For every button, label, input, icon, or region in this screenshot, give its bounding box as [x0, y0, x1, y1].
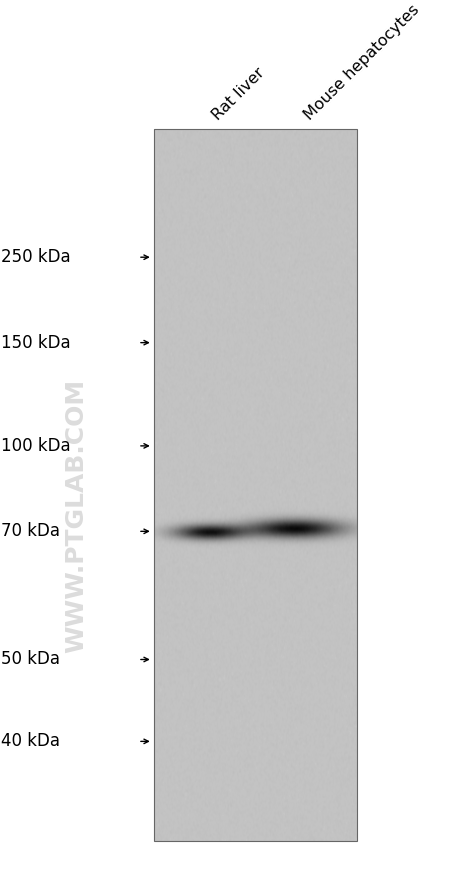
Text: WWW.PTGLAB.COM: WWW.PTGLAB.COM [64, 379, 88, 653]
Text: Mouse hepatocytes: Mouse hepatocytes [301, 2, 421, 123]
Text: Rat liver: Rat liver [209, 65, 267, 123]
Bar [154, 129, 356, 841]
Text: 250 kDa: 250 kDa [1, 248, 70, 266]
Text: 70 kDa: 70 kDa [1, 522, 60, 540]
Text: 150 kDa: 150 kDa [1, 334, 70, 352]
Text: 100 kDa: 100 kDa [1, 437, 70, 455]
Text: 50 kDa: 50 kDa [1, 651, 60, 668]
Text: 40 kDa: 40 kDa [1, 732, 60, 750]
